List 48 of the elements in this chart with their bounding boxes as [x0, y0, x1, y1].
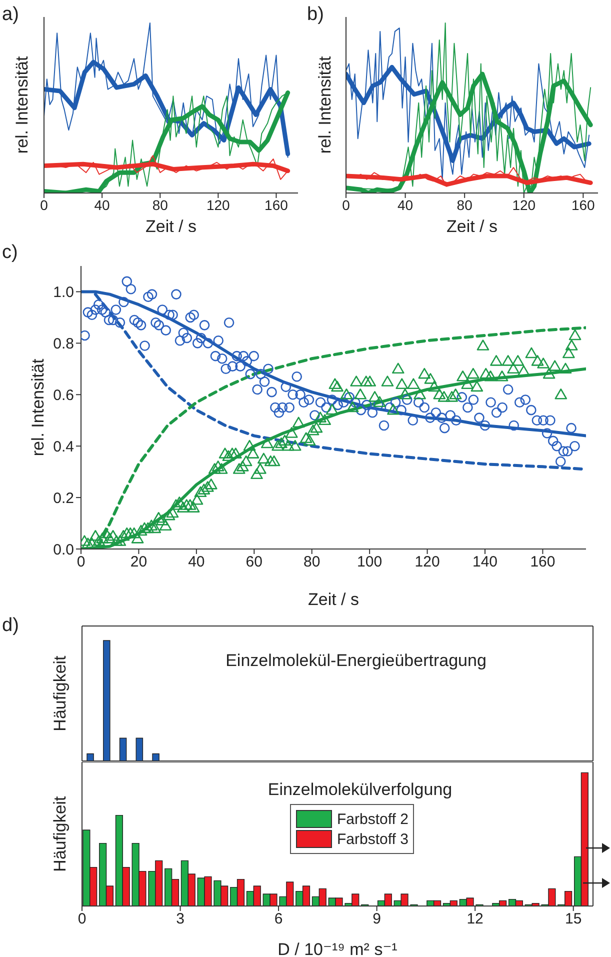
legend-label: Farbstoff 3	[337, 830, 408, 848]
x-tick-label: 40	[188, 554, 205, 571]
y-axis-title: Häufigkeit	[50, 796, 70, 872]
annotation: Einzelmolekül-Energieübertragung	[226, 651, 486, 671]
y-tick-label: 0.4	[53, 438, 74, 456]
x-tick-label: 0	[342, 196, 350, 213]
x-tick-label: 100	[357, 554, 382, 571]
x-axis-title: Zeit / s	[308, 590, 360, 609]
x-tick-label: 160	[530, 554, 556, 571]
x-tick-label: 0	[78, 910, 86, 928]
annotation: Einzelmolekülverfolgung	[268, 780, 452, 800]
y-tick-label: 0.6	[53, 386, 74, 404]
x-tick-label: 160	[264, 196, 288, 213]
y-axis-title: rel. Intensität	[12, 56, 32, 154]
x-tick-label: 120	[414, 554, 440, 571]
x-axis-title: Zeit / s	[145, 217, 197, 236]
chart-title: d)	[2, 615, 19, 637]
y-tick-label: 0.2	[53, 490, 74, 507]
x-tick-label: 6	[274, 910, 283, 928]
x-tick-label: 12	[466, 910, 484, 928]
x-tick-label: 40	[398, 196, 414, 213]
y-axis-title: rel. Intensität	[28, 358, 48, 456]
chart-title: c)	[2, 242, 18, 264]
x-tick-label: 140	[472, 554, 498, 571]
x-tick-label: 40	[94, 196, 110, 213]
legend-label: Farbstoff 2	[337, 810, 408, 828]
x-tick-label: 80	[304, 554, 320, 571]
x-axis-title: Zeit / s	[446, 217, 498, 236]
y-axis-title: Häufigkeit	[50, 655, 70, 732]
x-tick-label: 120	[206, 196, 230, 213]
chart-title: a)	[2, 4, 19, 26]
x-tick-label: 15	[565, 910, 582, 928]
y-tick-label: 0.0	[53, 541, 74, 558]
x-axis-title: D / 10⁻¹⁹ m² s⁻¹	[278, 940, 398, 957]
x-tick-label: 0	[76, 554, 86, 571]
x-tick-label: 60	[246, 554, 262, 571]
y-tick-label: 1.0	[53, 284, 74, 302]
y-tick-label: 0.8	[53, 336, 74, 353]
x-tick-label: 80	[456, 196, 473, 213]
x-tick-label: 3	[176, 910, 184, 928]
x-tick-label: 20	[130, 554, 148, 571]
x-tick-label: 0	[40, 196, 48, 213]
x-tick-label: 80	[152, 196, 168, 213]
x-tick-label: 120	[512, 196, 536, 213]
chart-title: b)	[307, 4, 324, 26]
x-tick-label: 160	[571, 196, 596, 213]
y-axis-title: rel. Intensität	[316, 56, 334, 154]
x-tick-label: 9	[372, 910, 381, 928]
